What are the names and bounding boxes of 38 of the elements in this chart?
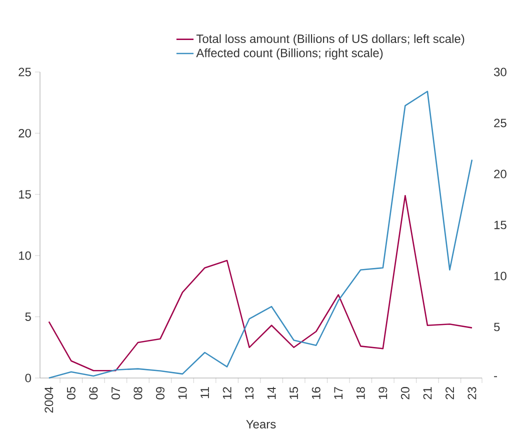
x-tick-label: 22 <box>446 387 454 400</box>
x-tick-label: 12 <box>222 387 232 399</box>
line-series <box>48 194 473 372</box>
x-axis-title: Years <box>246 420 276 428</box>
line-series <box>48 90 473 379</box>
y2-tick-label: 5 <box>494 322 500 332</box>
legend-label: Total loss amount (Billions of US dollars; left scale) <box>196 34 464 46</box>
x-tick-label: 17 <box>334 387 343 399</box>
y-tick-label: 25 <box>18 68 31 76</box>
x-tick-label: 23 <box>468 387 476 400</box>
y2-tick-label: 15 <box>494 220 506 230</box>
x-tick-label: 07 <box>111 387 120 400</box>
y-tick-label: 10 <box>19 251 31 260</box>
x-tick-label: 08 <box>134 387 142 400</box>
x-tick-label: 19 <box>378 387 388 399</box>
x-tick-label: 14 <box>267 386 276 399</box>
x-tick-label: 05 <box>66 387 76 400</box>
y-tick-label: 20 <box>18 128 31 138</box>
y-tick-label: 15 <box>19 190 31 199</box>
x-tick-label: 20 <box>400 387 410 400</box>
y2-tick-label: 10 <box>494 272 506 280</box>
y2-tick-label: 30 <box>494 68 506 76</box>
x-tick-label: 11 <box>200 387 209 398</box>
x-tick-label: 16 <box>312 387 320 399</box>
x-tick-label: 10 <box>178 387 187 399</box>
x-tick-label: 18 <box>356 387 365 399</box>
y2-tick-label: - <box>494 376 497 378</box>
y-tick-label: 0 <box>25 374 32 382</box>
y-tick-label: 5 <box>25 312 31 321</box>
x-tick-label: 06 <box>89 387 98 400</box>
y2-tick-label: 20 <box>494 170 506 178</box>
x-tick-label: 2004 <box>44 386 54 413</box>
legend-label: Affected count (Billions; right scale) <box>196 48 383 60</box>
y2-tick-label: 25 <box>494 118 506 128</box>
x-tick-label: 15 <box>290 387 298 399</box>
x-tick-label: 13 <box>245 387 254 399</box>
x-tick-label: 09 <box>156 387 164 400</box>
x-tick-label: 21 <box>423 387 432 400</box>
